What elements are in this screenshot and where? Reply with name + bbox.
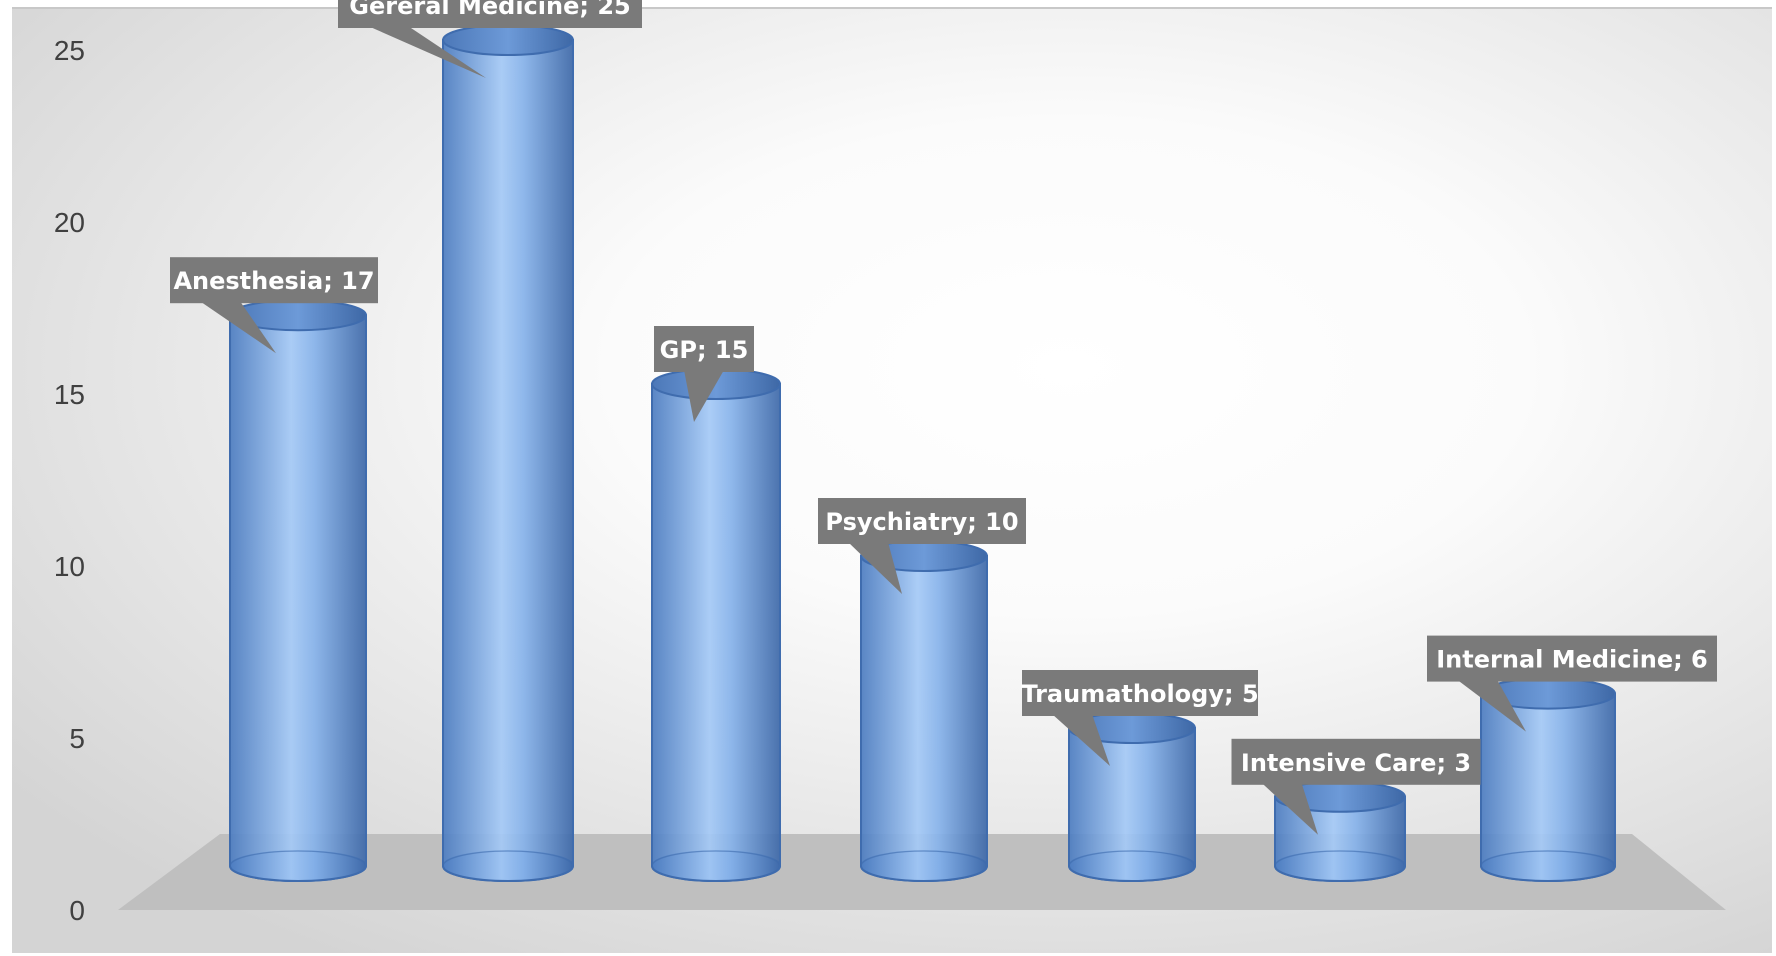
cylinder-body — [442, 39, 574, 882]
cylinder-body — [229, 314, 367, 882]
data-label-pointer — [1052, 714, 1110, 766]
data-label-pointer — [200, 301, 276, 354]
data-labels-group: Anesthesia; 17 Gereral Medicine; 25 GP; 15… — [170, 0, 1717, 835]
data-label-pointer — [1457, 679, 1526, 732]
data-label-text: GP; 15 — [660, 336, 749, 364]
data-label-box — [1231, 738, 1481, 785]
data-label-box — [1022, 670, 1258, 716]
cylinder-body — [1480, 692, 1616, 882]
data-label-box — [818, 498, 1026, 544]
bars-group — [229, 24, 1616, 882]
cylinder-base-rim — [1274, 850, 1406, 867]
data-label-pointer — [684, 370, 724, 422]
data-label-box — [1427, 635, 1717, 682]
cylinder-body — [860, 555, 988, 882]
y-tick-label: 0 — [69, 895, 85, 926]
cylinder-body — [651, 383, 781, 882]
data-label: Intensive Care; 3 — [1231, 738, 1481, 835]
data-label-box — [170, 257, 378, 304]
cylinder-body — [1068, 727, 1196, 882]
data-label: Gereral Medicine; 25 — [338, 0, 642, 78]
y-tick-label: 25 — [54, 35, 85, 66]
cylinder-bar — [442, 24, 574, 882]
cylinder-base-rim — [442, 850, 574, 867]
data-label: Traumathology; 5 — [1021, 670, 1259, 766]
cylinder-cap — [442, 24, 574, 56]
cylinder-base-rim — [229, 850, 367, 867]
data-label-pointer — [1261, 782, 1318, 835]
data-label-pointer — [848, 542, 902, 594]
y-axis: 0 5 10 15 20 25 — [54, 35, 85, 926]
data-label: Internal Medicine; 6 — [1427, 635, 1717, 732]
cylinder-bar — [229, 299, 367, 882]
cylinder-base-rim — [1068, 850, 1196, 867]
cylinder-bar — [860, 540, 988, 882]
data-label-box — [338, 0, 642, 28]
data-label: Psychiatry; 10 — [818, 498, 1026, 594]
data-label: Anesthesia; 17 — [170, 257, 378, 354]
data-label-pointer — [368, 26, 486, 78]
cylinder-bar — [651, 368, 781, 882]
y-tick-label: 15 — [54, 379, 85, 410]
y-tick-label: 10 — [54, 551, 85, 582]
data-label-text: Traumathology; 5 — [1021, 680, 1258, 708]
cylinder-bar — [1068, 712, 1196, 882]
y-tick-label: 5 — [69, 723, 85, 754]
data-label-text: Intensive Care; 3 — [1241, 749, 1471, 777]
cylinder-base-rim — [860, 850, 988, 867]
data-label: GP; 15 — [654, 326, 754, 422]
data-label-text: Gereral Medicine; 25 — [349, 0, 630, 20]
data-label-box — [654, 326, 754, 372]
data-label-text: Anesthesia; 17 — [173, 267, 374, 295]
data-label-text: Psychiatry; 10 — [825, 508, 1018, 536]
data-label-text: Internal Medicine; 6 — [1436, 646, 1708, 674]
cylinder-base-rim — [651, 850, 781, 867]
cylinder-base-rim — [1480, 850, 1616, 867]
y-tick-label: 20 — [54, 207, 85, 238]
